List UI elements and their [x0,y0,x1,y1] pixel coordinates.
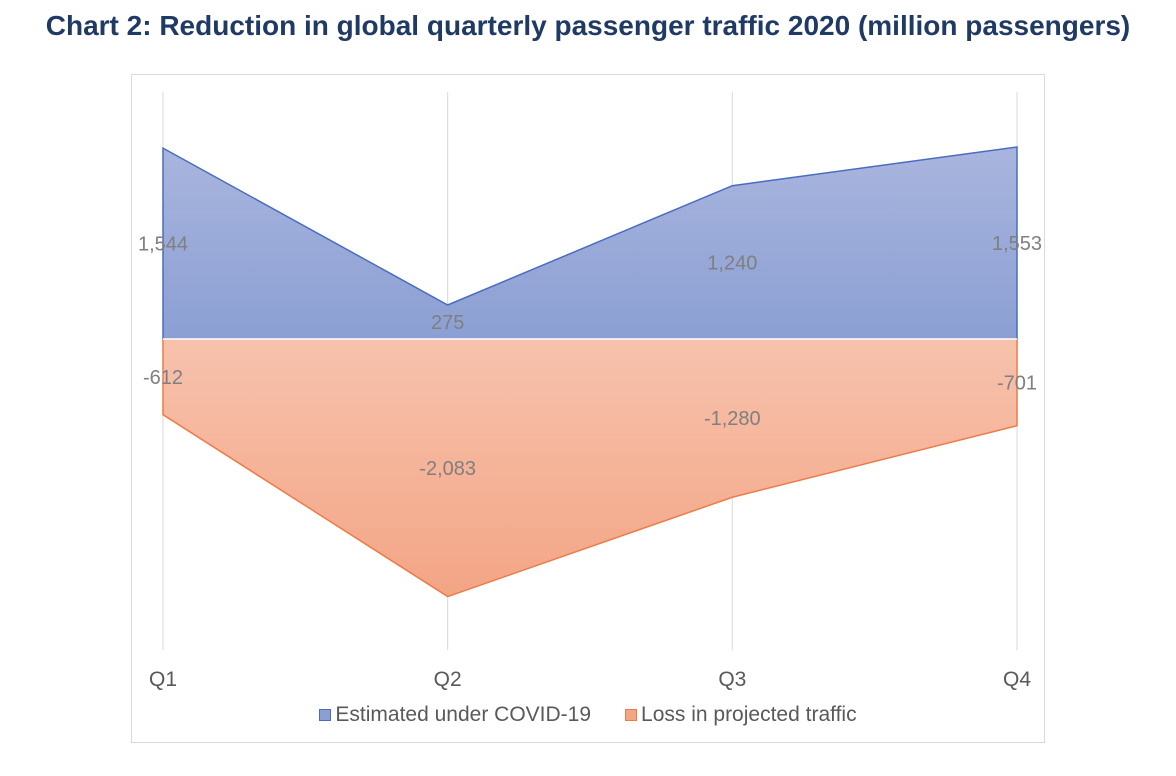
legend-swatch-blue [319,709,332,721]
data-label-estimated-q4: 1,553 [992,233,1042,255]
data-labels: 1,544 275 1,240 1,553 -612 -2,083 -1,280 -701 [138,233,1042,480]
x-axis-ticks: Q1 Q2 Q3 Q4 [149,668,1031,691]
legend-label-estimated: Estimated under COVID-19 [335,703,592,726]
data-label-estimated-q2: 275 [431,312,464,334]
x-tick-q4: Q4 [1003,668,1031,691]
area-estimated-outline [162,146,1018,339]
legend-item-estimated: Estimated under COVID-19 [319,703,591,727]
data-label-loss-q3: -1,280 [704,408,761,430]
chart-title: Chart 2: Reduction in global quarterly p… [45,10,1131,41]
data-label-estimated-q1: 1,544 [138,234,188,256]
x-tick-q2: Q2 [434,668,462,691]
legend: Estimated under COVID-19 Loss in project… [0,703,1176,727]
data-label-loss-q4: -701 [997,372,1037,394]
x-tick-q1: Q1 [149,668,177,691]
legend-swatch-orange [625,709,638,721]
x-tick-q3: Q3 [718,668,746,691]
area-loss-fill [163,339,1017,597]
data-label-estimated-q3: 1,240 [707,252,757,274]
data-label-loss-q1: -612 [143,367,183,389]
legend-item-loss: Loss in projected traffic [625,703,857,727]
area-loss-outline [162,339,1018,598]
legend-label-loss: Loss in projected traffic [641,703,857,726]
data-label-loss-q2: -2,083 [419,458,476,480]
area-estimated-fill [163,147,1017,339]
area-series [162,146,1018,598]
